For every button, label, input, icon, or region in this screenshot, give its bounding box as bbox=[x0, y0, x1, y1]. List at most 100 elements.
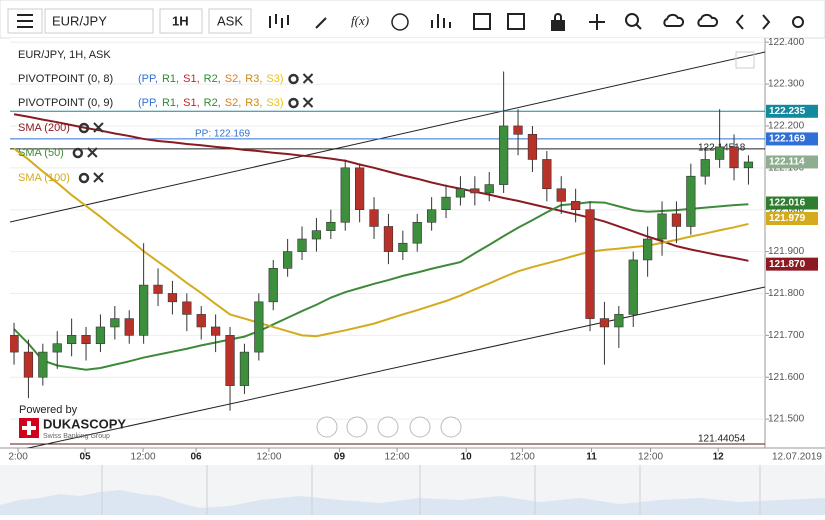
brand-cross bbox=[22, 421, 36, 435]
candle-body bbox=[38, 351, 48, 378]
settings-icon[interactable] bbox=[288, 73, 299, 85]
price-tag bbox=[766, 155, 818, 169]
candle-body bbox=[657, 213, 667, 240]
x-tick-label: 06 bbox=[190, 452, 202, 463]
candle-body bbox=[671, 213, 682, 227]
candle-body bbox=[167, 293, 178, 303]
y-tick-label: 121.900 bbox=[768, 246, 805, 257]
candle-body bbox=[196, 314, 206, 328]
candle-body bbox=[686, 175, 696, 227]
pivot-level: S1, bbox=[183, 73, 200, 85]
x-tick-label: 12:00 bbox=[131, 452, 156, 463]
y-tick-label: 121.700 bbox=[768, 330, 805, 341]
pivot-level: S2, bbox=[225, 73, 242, 85]
candle-body bbox=[95, 326, 106, 345]
candle-body bbox=[614, 314, 624, 328]
candle-body bbox=[283, 251, 293, 269]
candle-body bbox=[571, 201, 581, 211]
candle-body bbox=[239, 351, 250, 386]
remove-icon[interactable] bbox=[302, 97, 314, 108]
candle-body bbox=[643, 238, 653, 261]
y-tick-label: 122.300 bbox=[768, 79, 805, 90]
pivot-level: (PP, bbox=[138, 97, 158, 109]
axes: 122.400122.300122.200122.100122.000121.9… bbox=[8, 37, 822, 463]
price-tag-label: 122.114 bbox=[769, 157, 805, 168]
price-tag bbox=[766, 212, 818, 226]
candle-body bbox=[484, 184, 494, 194]
toolbar-icons[interactable] bbox=[269, 13, 804, 31]
candle-body bbox=[211, 326, 221, 336]
pivot-level: S3) bbox=[266, 97, 283, 109]
symbol-box[interactable] bbox=[44, 8, 154, 34]
settings-icon[interactable] bbox=[78, 172, 90, 184]
candle-body bbox=[182, 301, 192, 315]
menu-button[interactable] bbox=[7, 8, 43, 34]
powered-by: Powered by bbox=[19, 404, 78, 416]
remove-icon[interactable] bbox=[93, 122, 104, 133]
indicator-name: PIVOTPOINT (0, 9) bbox=[18, 97, 113, 109]
remove-icon[interactable] bbox=[87, 147, 98, 158]
pivot-level: S2, bbox=[225, 97, 242, 109]
candle-body bbox=[513, 125, 523, 135]
remove-icon[interactable] bbox=[93, 172, 104, 183]
candle-body bbox=[268, 268, 278, 303]
period-box[interactable] bbox=[159, 8, 203, 34]
candles bbox=[10, 71, 754, 411]
zoom-controls[interactable] bbox=[316, 416, 462, 438]
price-tag-label: 122.235 bbox=[769, 106, 806, 117]
candle-body bbox=[124, 318, 134, 336]
settings-icon[interactable] bbox=[72, 147, 84, 159]
y-tick-label: 121.800 bbox=[768, 288, 805, 299]
price-tag-label: 121.979 bbox=[769, 213, 806, 224]
y-tick-label: 122.000 bbox=[768, 204, 805, 215]
price-tag-label: 122.169 bbox=[769, 134, 806, 145]
pivot-level: S3) bbox=[266, 73, 283, 85]
period[interactable]: 1H bbox=[172, 13, 189, 28]
candle-body bbox=[10, 335, 19, 353]
x-tick-label: 05 bbox=[79, 452, 91, 463]
chart-title: EUR/JPY, 1H, ASK bbox=[18, 49, 111, 61]
toolbar: EUR/JPY 1H ASK f(x) bbox=[0, 0, 825, 39]
price-tag-label: 122.016 bbox=[769, 198, 806, 209]
candle-body bbox=[383, 226, 394, 252]
x-tick-label: 12:00 bbox=[256, 452, 281, 463]
popout-button[interactable] bbox=[735, 51, 755, 69]
info-icon[interactable] bbox=[391, 13, 409, 31]
fx-icon[interactable]: f(x) bbox=[351, 13, 369, 28]
candle-body bbox=[369, 209, 379, 227]
candle-body bbox=[700, 159, 710, 177]
remove-icon[interactable] bbox=[302, 73, 314, 84]
pivot-level: R1, bbox=[162, 73, 179, 85]
candle-body bbox=[556, 188, 566, 202]
channel-upper bbox=[10, 51, 765, 223]
sma-line bbox=[13, 113, 749, 262]
x-tick-label: 10 bbox=[461, 452, 473, 463]
candle-body bbox=[23, 351, 34, 378]
price-tag bbox=[766, 104, 818, 118]
symbol[interactable]: EUR/JPY bbox=[52, 13, 107, 28]
sma-line bbox=[13, 201, 749, 371]
side[interactable]: ASK bbox=[217, 13, 243, 28]
y-tick-label: 121.500 bbox=[768, 414, 805, 425]
indicator-name: PIVOTPOINT (0, 8) bbox=[18, 73, 113, 85]
side-box[interactable] bbox=[208, 8, 252, 34]
pivot-level: R2, bbox=[204, 97, 221, 109]
level-label: 121.44054 bbox=[698, 434, 746, 445]
settings-icon[interactable] bbox=[78, 122, 90, 134]
candle-body bbox=[455, 188, 466, 198]
candle-body bbox=[52, 343, 62, 353]
candle-body bbox=[326, 221, 336, 231]
settings-icon[interactable] bbox=[288, 97, 299, 109]
x-tick-label: 12 bbox=[713, 452, 725, 463]
legend-entry: SMA (50) bbox=[18, 147, 64, 159]
candle-body bbox=[715, 146, 725, 160]
legend-entry: SMA (100) bbox=[18, 172, 70, 184]
tagline: Swiss Banking Group bbox=[43, 433, 110, 440]
x-tick-label: 09 bbox=[334, 452, 346, 463]
candle-body bbox=[527, 134, 538, 160]
channel-lower bbox=[25, 286, 765, 448]
candle-body bbox=[254, 301, 264, 353]
candle-body bbox=[499, 125, 509, 185]
